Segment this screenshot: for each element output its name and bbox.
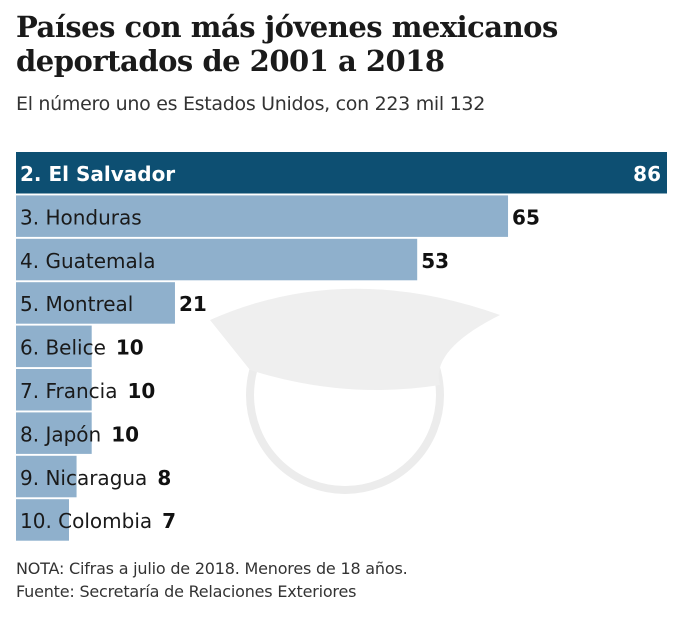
category-label: 9. Nicaragua <box>20 466 147 490</box>
value-label: 53 <box>421 249 449 273</box>
value-label: 21 <box>179 292 207 316</box>
chart-title: Países con más jóvenes mexicanos deporta… <box>16 10 558 78</box>
value-label: 7 <box>162 509 176 533</box>
category-label: 8. Japón <box>20 422 101 446</box>
bar <box>16 412 92 454</box>
category-label: 5. Montreal <box>20 292 133 316</box>
watermark-seal <box>210 288 500 494</box>
chart-note: NOTA: Cifras a julio de 2018. Menores de… <box>16 559 408 578</box>
bar-chart: 2. El Salvador 86 3. Honduras 65 4. Guatemal… <box>16 152 667 541</box>
value-label: 10 <box>116 336 144 360</box>
chart-subtitle: El número uno es Estados Unidos, con 223… <box>16 93 485 115</box>
bar <box>16 499 69 541</box>
value-label: 10 <box>127 379 155 403</box>
category-label: 3. Honduras <box>20 205 142 229</box>
value-label: 86 <box>633 162 661 186</box>
bar <box>16 369 92 411</box>
bar <box>16 152 667 194</box>
bar <box>16 195 509 237</box>
value-label: 10 <box>111 422 139 446</box>
category-label: 4. Guatemala <box>20 249 156 273</box>
category-label: 2. El Salvador <box>20 162 175 186</box>
value-label: 65 <box>512 205 540 229</box>
bar <box>16 455 77 498</box>
value-label: 8 <box>157 466 171 490</box>
category-label: 10. Colombia <box>20 509 152 533</box>
category-label: 6. Belice <box>20 336 106 360</box>
category-label: 7. Francia <box>20 379 117 403</box>
chart-source: Fuente: Secretaría de Relaciones Exterio… <box>16 582 357 601</box>
bar <box>16 282 175 324</box>
bar <box>16 325 92 368</box>
bar <box>16 238 418 281</box>
